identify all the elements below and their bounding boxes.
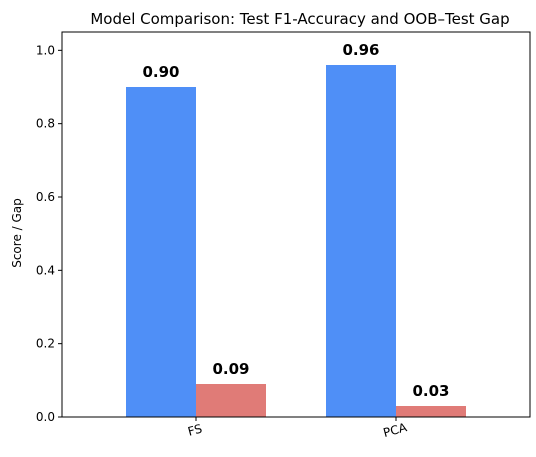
data-label-pca-series-1: 0.96 xyxy=(342,41,379,59)
data-label-fs-series-2: 0.09 xyxy=(212,360,249,378)
x-tick-label-fs: FS xyxy=(186,422,203,439)
bar-fs-series-2 xyxy=(196,384,266,417)
plot-area: 0.90 0.96 0.09 0.03 0.0 0.2 0.4 0.6 0.8 1.0 FS PCA xyxy=(36,31,531,440)
y-tick-label: 0.0 xyxy=(36,410,55,424)
axes-frame xyxy=(61,31,531,418)
chart-title: Model Comparison: Test F1-Accuracy and O… xyxy=(90,10,509,28)
y-axis-label: Score / Gap xyxy=(10,198,24,268)
y-tick-label: 0.6 xyxy=(36,190,55,204)
y-tick-label: 0.2 xyxy=(36,337,55,351)
y-tick-label: 1.0 xyxy=(36,43,55,57)
y-tick-label: 0.8 xyxy=(36,117,55,131)
x-tick-label-pca: PCA xyxy=(382,420,409,440)
data-label-pca-series-2: 0.03 xyxy=(412,382,449,400)
bar-pca-series-1 xyxy=(326,65,396,417)
y-tick-label: 0.4 xyxy=(36,263,55,277)
bar-fs-series-1 xyxy=(126,87,196,417)
bar-pca-series-2 xyxy=(396,406,466,417)
data-label-fs-series-1: 0.90 xyxy=(142,63,179,81)
